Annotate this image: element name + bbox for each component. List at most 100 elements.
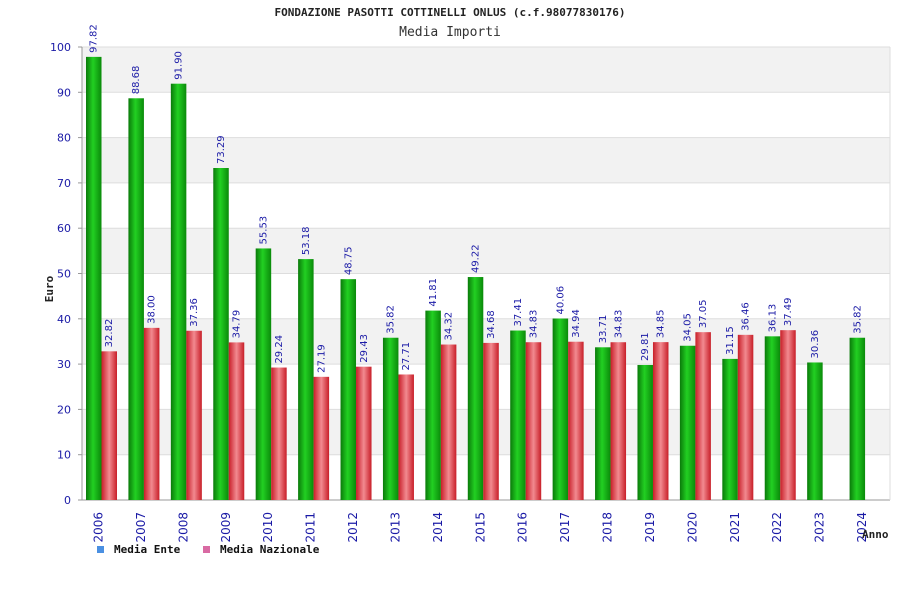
x-tick-label: 2023 [813,512,827,543]
y-tick-label: 30 [57,358,71,371]
label-media-nazionale: 37.49 [783,298,794,327]
label-media-nazionale: 27.19 [316,344,327,373]
x-tick-labels: 2006 2007 2008 2009 2010 2011 2012 2013 2014 2015… [92,512,870,543]
label-media-nazionale: 32.82 [104,319,115,348]
bar-media-nazionale [737,334,754,500]
x-tick-label: 2018 [601,512,615,543]
legend: Media Ente Media Nazionale [97,543,320,556]
bars [86,56,866,501]
bar-media-ente [255,248,272,500]
label-media-ente: 41.81 [428,278,439,307]
x-tick-label: 2017 [558,512,572,543]
label-media-ente: 33.71 [598,315,609,344]
x-tick-label: 2014 [431,512,445,543]
label-media-ente: 55.53 [258,216,269,245]
y-tick-label: 0 [64,494,71,507]
x-tick-label: 2008 [176,512,190,543]
bar-media-nazionale [440,344,457,500]
y-tick-label: 20 [57,403,71,416]
x-tick-label: 2019 [643,512,657,543]
y-tick-label: 10 [57,449,71,462]
label-media-ente: 29.81 [640,332,651,361]
bar-media-ente [340,279,357,500]
bar-media-ente [510,330,526,500]
y-tick-label: 40 [57,313,71,326]
bar-media-ente [213,167,229,500]
bar-media-nazionale [780,330,796,500]
y-tick-labels: 0 10 20 30 40 50 60 70 80 90 100 [50,41,71,507]
label-media-ente: 35.82 [386,305,397,334]
bar-media-nazionale [228,342,245,500]
bar-media-nazionale [525,342,542,500]
x-tick-label: 2021 [728,512,742,543]
label-media-ente: 36.13 [767,304,778,333]
bar-media-ente [807,362,823,500]
x-tick-label: 2015 [473,512,487,543]
bar-media-ente [170,83,187,501]
x-tick-label: 2009 [219,512,233,543]
label-media-ente: 30.36 [810,330,821,359]
bar-media-ente [679,345,696,500]
label-media-ente: 31.15 [725,326,736,355]
plot-band [82,182,890,229]
label-media-ente: 48.75 [343,247,354,276]
bar-media-nazionale [695,332,711,500]
label-media-ente: 88.68 [131,66,142,95]
bar-media-nazionale [483,342,499,500]
plot-band [82,137,890,183]
y-tick-label: 60 [57,222,71,235]
plot-band [82,92,890,138]
bar-media-nazionale [101,351,117,500]
label-media-ente: 37.41 [513,298,524,327]
label-media-nazionale: 37.36 [189,298,200,327]
bar-media-nazionale [271,367,287,500]
label-media-nazionale: 34.85 [656,309,667,338]
label-media-nazionale: 27.71 [401,342,412,371]
x-tick-label: 2020 [685,512,699,543]
label-media-ente: 40.06 [555,286,566,315]
label-media-nazionale: 36.46 [741,302,752,331]
chart-subtitle: Media Importi [399,25,501,40]
plot-band [82,47,890,93]
bar-media-nazionale [356,366,372,500]
bar-media-nazionale [313,376,330,500]
legend-swatch-media-ente [97,546,104,553]
bar-value-labels: 97.82 32.82 88.68 38.00 91.90 37.36 73.29 34.79… [89,24,864,373]
label-media-nazionale: 29.24 [274,335,285,364]
label-media-ente: 73.29 [216,135,227,164]
bar-media-ente [764,336,781,500]
label-media-ente: 97.82 [89,24,100,53]
x-tick-label: 2024 [855,512,869,543]
bar-media-ente [722,358,738,500]
x-axis-title: Anno [862,528,889,541]
label-media-ente: 49.22 [471,244,482,273]
legend-label-media-ente: Media Ente [114,543,181,556]
label-media-nazionale: 29.43 [359,334,370,363]
legend-swatch-media-nazionale [203,546,210,553]
bar-media-ente [86,56,102,501]
y-tick-label: 50 [57,268,71,281]
bar-media-nazionale [186,330,202,500]
bar-media-ente [467,277,484,500]
plot-band [82,228,890,274]
label-media-nazionale: 34.94 [571,309,582,338]
bar-media-ente [637,364,653,500]
label-media-ente: 91.90 [174,51,185,80]
y-tick-label: 90 [57,86,71,99]
bar-media-ente [382,337,399,500]
bar-media-nazionale [568,341,584,500]
x-tick-label: 2012 [346,512,360,543]
label-media-nazionale: 34.32 [444,312,455,341]
bar-media-ente [595,347,611,500]
y-axis-title: Euro [43,275,56,302]
x-tick-label: 2011 [304,512,318,543]
label-media-nazionale: 34.83 [613,310,624,339]
x-tick-label: 2016 [516,512,530,543]
x-tick-label: 2013 [388,512,402,543]
bar-media-nazionale [610,342,627,500]
y-tick-label: 70 [57,177,71,190]
label-media-nazionale: 37.05 [698,300,709,329]
x-tick-label: 2022 [770,512,784,543]
legend-label-media-nazionale: Media Nazionale [220,543,320,556]
